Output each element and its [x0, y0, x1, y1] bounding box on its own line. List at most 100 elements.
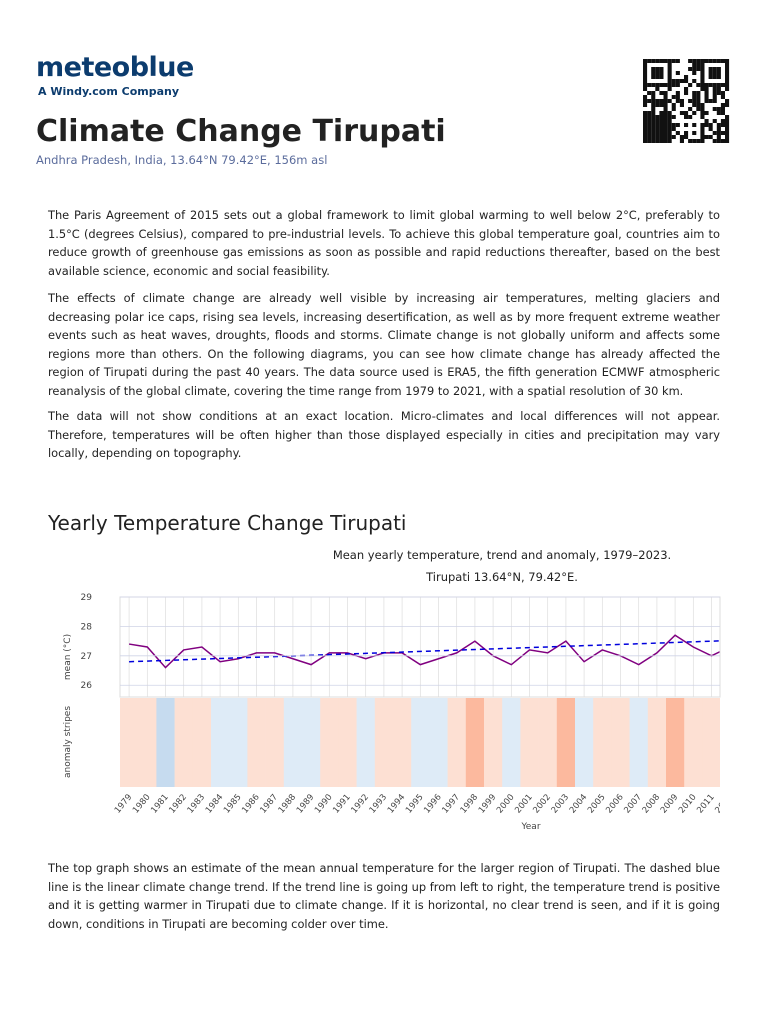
qr-module [651, 107, 656, 111]
qr-module [679, 135, 684, 139]
qr-module [692, 63, 697, 67]
anomaly-stripe [374, 698, 394, 787]
qr-module [684, 87, 689, 91]
qr-module [696, 59, 701, 63]
qr-module [700, 59, 705, 63]
trend-line [129, 640, 720, 663]
qr-module [725, 87, 730, 91]
qr-module [716, 123, 721, 127]
qr-module [655, 83, 660, 87]
qr-module [720, 139, 725, 143]
qr-module [725, 123, 730, 127]
anomaly-stripe [684, 698, 703, 787]
qr-module [708, 67, 713, 71]
qr-module [663, 59, 668, 63]
qr-module [643, 87, 648, 91]
anomaly-stripe [229, 698, 248, 787]
qr-module [725, 75, 730, 79]
qr-module [651, 139, 656, 143]
qr-module [651, 119, 656, 123]
qr-module [720, 131, 725, 135]
qr-module [659, 75, 664, 79]
qr-module [712, 83, 717, 87]
qr-module [725, 71, 730, 75]
qr-module [725, 99, 730, 103]
paragraph: The Paris Agreement of 2015 sets out a g… [48, 208, 720, 278]
qr-module [692, 131, 697, 135]
qr-module [647, 83, 652, 87]
qr-module [712, 139, 717, 143]
qr-module [675, 99, 680, 103]
x-axis-label: Year [520, 822, 540, 832]
qr-module [643, 111, 648, 115]
caption: The top graph shows an estimate of the m… [48, 861, 720, 931]
qr-module [663, 99, 668, 103]
qr-module [655, 123, 660, 127]
qr-module [684, 115, 689, 119]
qr-module [725, 83, 730, 87]
x-tick-label: 1980 [131, 793, 153, 816]
x-tick-label: 2012 [713, 793, 735, 816]
qr-module [712, 119, 717, 123]
qr-module [692, 59, 697, 63]
qr-module [659, 135, 664, 139]
qr-module [725, 135, 730, 139]
temperature-line [128, 634, 720, 669]
qr-module [692, 103, 697, 107]
qr-module [647, 131, 652, 135]
qr-module [643, 115, 648, 119]
anomaly-stripe [593, 698, 612, 787]
qr-module [716, 59, 721, 63]
qr-module [720, 123, 725, 127]
x-tick-label: 2002 [531, 793, 553, 816]
chart-title: Mean yearly temperature, trend and anoma… [333, 548, 671, 562]
anomaly-stripe [575, 698, 594, 787]
x-tick-label: 2010 [677, 793, 699, 816]
qr-module [684, 79, 689, 83]
y-tick-label: 28 [81, 622, 93, 632]
anomaly-stripe [447, 698, 467, 787]
qr-module [725, 67, 730, 71]
x-tick-label: 2008 [641, 793, 663, 816]
qr-module [655, 119, 660, 123]
x-tick-label: 1999 [477, 793, 499, 816]
x-tick-label: 2006 [604, 793, 626, 816]
qr-module [704, 135, 709, 139]
qr-module [667, 59, 672, 63]
qr-module [667, 71, 672, 75]
qr-module [725, 127, 730, 131]
qr-module [651, 127, 656, 131]
qr-module [708, 123, 713, 127]
qr-module [659, 67, 664, 71]
qr-module [696, 91, 701, 95]
qr-module [712, 75, 717, 79]
qr-module [643, 83, 648, 87]
qr-module [716, 71, 721, 75]
anomaly-stripe [247, 698, 266, 787]
qr-module [704, 111, 709, 115]
qr-module [655, 87, 660, 91]
qr-module [671, 123, 676, 127]
qr-module [684, 91, 689, 95]
qr-module [643, 123, 648, 127]
qr-module [679, 111, 684, 115]
qr-module [725, 63, 730, 67]
qr-module [655, 99, 660, 103]
qr-module [659, 59, 664, 63]
qr-module [688, 99, 693, 103]
qr-module [692, 123, 697, 127]
paragraph: The data will not show conditions at an … [48, 409, 720, 460]
qr-module [716, 135, 721, 139]
x-tick-label: 1979 [113, 793, 135, 816]
qr-module [692, 139, 697, 143]
qr-module [651, 91, 656, 95]
qr-module [667, 123, 672, 127]
qr-module [651, 75, 656, 79]
qr-module [700, 103, 705, 107]
qr-module [659, 99, 664, 103]
qr-module [679, 79, 684, 83]
x-tick-label: 1998 [459, 793, 481, 816]
qr-module [663, 127, 668, 131]
qr-module [704, 59, 709, 63]
